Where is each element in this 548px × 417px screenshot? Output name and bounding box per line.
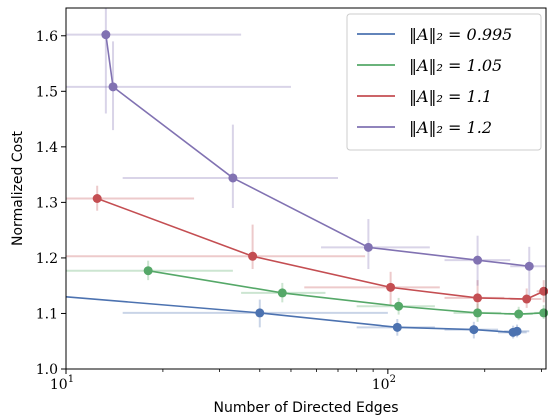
data-point xyxy=(143,266,153,276)
y-tick-label: 1.1 xyxy=(36,306,58,322)
y-tick-label: 1.2 xyxy=(36,251,58,267)
data-point xyxy=(469,325,479,335)
data-point xyxy=(108,82,118,92)
y-tick-label: 1.0 xyxy=(36,362,58,378)
data-point xyxy=(101,30,111,40)
y-tick-label: 1.6 xyxy=(36,29,58,45)
data-point xyxy=(363,242,373,252)
legend-label: ‖A‖₂ = 1.05 xyxy=(409,56,502,75)
x-tick-label: 102 xyxy=(372,374,396,393)
x-tick-exponent: 2 xyxy=(390,374,396,385)
data-point xyxy=(514,309,524,319)
y-axis-title: Normalized Cost xyxy=(10,131,26,246)
data-point xyxy=(473,255,483,265)
data-point xyxy=(524,261,534,271)
data-point xyxy=(392,322,402,332)
data-point xyxy=(473,308,483,318)
y-tick-label: 1.4 xyxy=(36,140,58,156)
data-point xyxy=(228,173,238,183)
data-point xyxy=(255,308,265,318)
data-point xyxy=(522,294,532,304)
data-point xyxy=(539,308,548,318)
data-point xyxy=(386,282,396,292)
data-point xyxy=(512,326,522,336)
data-point xyxy=(473,293,483,303)
x-tick-exponent: 1 xyxy=(68,374,74,385)
y-tick-label: 1.5 xyxy=(36,84,58,100)
legend-label: ‖A‖₂ = 1.2 xyxy=(409,118,492,137)
plot-frame xyxy=(65,7,547,370)
data-point xyxy=(92,193,102,203)
data-point xyxy=(539,286,548,296)
data-point xyxy=(248,251,258,261)
data-point xyxy=(394,301,404,311)
series-line xyxy=(105,34,530,268)
legend: ‖A‖₂ = 0.995 ‖A‖₂ = 1.05 ‖A‖₂ = 1.1 ‖A‖₂ = … xyxy=(346,13,542,151)
legend-label: ‖A‖₂ = 0.995 xyxy=(409,25,512,44)
legend-box xyxy=(346,13,542,151)
x-tick-label: 101 xyxy=(50,374,74,393)
data-point xyxy=(277,288,287,298)
x-axis-title: Number of Directed Edges xyxy=(213,400,398,416)
y-tick-label: 1.3 xyxy=(36,195,58,211)
series-line xyxy=(65,296,518,334)
legend-label: ‖A‖₂ = 1.1 xyxy=(409,87,492,106)
